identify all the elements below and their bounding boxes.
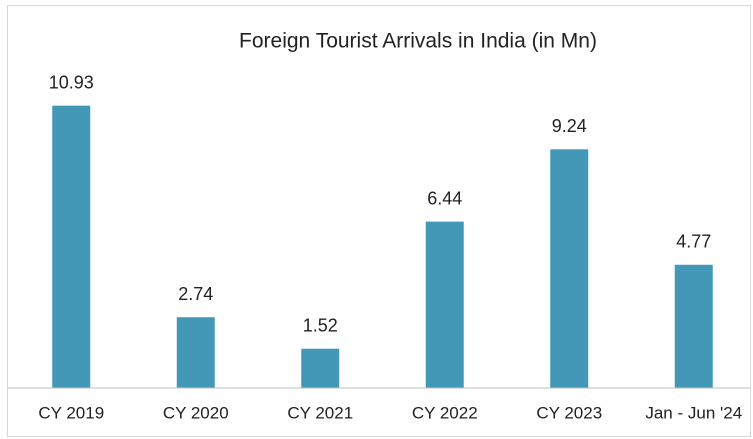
bar xyxy=(176,317,215,388)
x-tick-label: CY 2022 xyxy=(412,403,478,422)
bar xyxy=(425,221,464,388)
x-tick-label: CY 2019 xyxy=(38,403,104,422)
bar xyxy=(52,105,91,389)
data-label: 9.24 xyxy=(552,116,587,136)
data-label: 4.77 xyxy=(676,232,711,252)
x-tick-label: Jan - Jun '24 xyxy=(645,403,742,422)
chart-title: Foreign Tourist Arrivals in India (in Mn… xyxy=(239,30,597,53)
data-label: 2.74 xyxy=(178,284,213,304)
chart-frame xyxy=(7,5,751,437)
x-tick-label: CY 2023 xyxy=(536,403,602,422)
data-label: 10.93 xyxy=(49,72,94,92)
x-tick-label: CY 2021 xyxy=(287,403,353,422)
bar xyxy=(301,348,340,388)
data-label: 1.52 xyxy=(303,315,338,335)
data-label: 6.44 xyxy=(427,188,462,208)
bar xyxy=(550,149,589,388)
bar xyxy=(674,264,713,388)
x-tick-label: CY 2020 xyxy=(163,403,229,422)
